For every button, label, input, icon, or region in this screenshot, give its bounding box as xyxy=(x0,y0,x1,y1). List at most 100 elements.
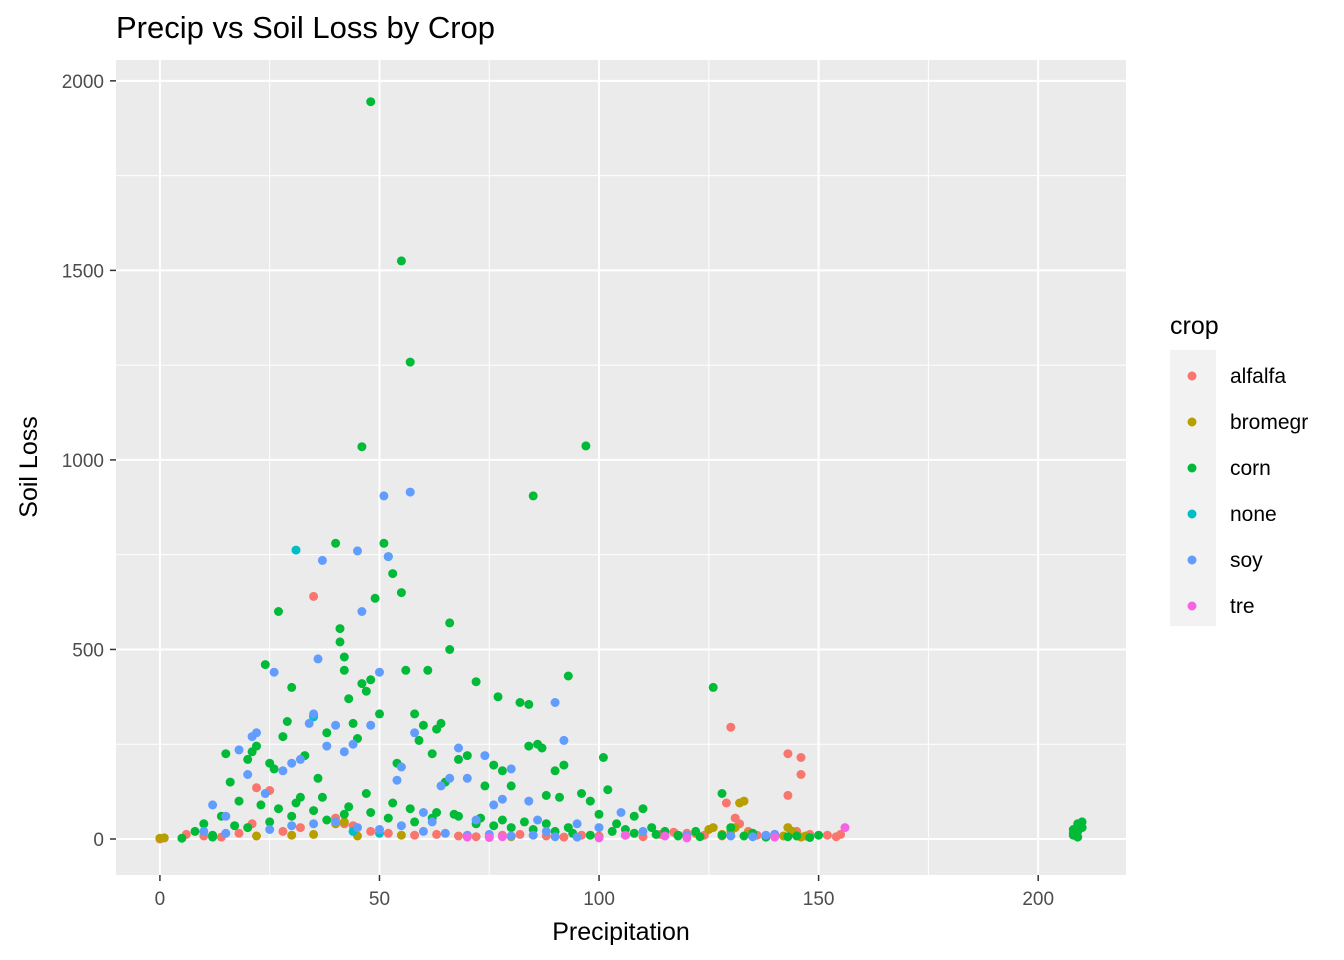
data-point xyxy=(366,826,376,836)
data-point xyxy=(309,709,319,719)
data-point xyxy=(388,798,398,808)
data-point xyxy=(278,732,288,742)
data-point xyxy=(533,815,543,825)
data-point xyxy=(541,819,551,829)
data-point xyxy=(497,832,507,842)
data-point xyxy=(462,751,472,761)
data-point xyxy=(313,654,323,664)
data-point xyxy=(577,789,586,798)
data-point xyxy=(309,819,319,829)
x-tick-label: 200 xyxy=(1022,889,1054,910)
data-point xyxy=(221,811,231,821)
data-point xyxy=(295,754,305,764)
data-point xyxy=(836,829,846,839)
data-point xyxy=(339,665,349,675)
data-point xyxy=(291,798,301,808)
data-point xyxy=(726,831,736,841)
data-point xyxy=(260,789,270,798)
chart-title: Precip vs Soil Loss by Crop xyxy=(116,10,496,45)
data-point xyxy=(528,830,538,840)
data-point xyxy=(594,809,604,819)
data-point xyxy=(274,804,283,814)
x-tick-label: 150 xyxy=(803,889,835,910)
data-point xyxy=(357,607,367,616)
data-point xyxy=(660,831,670,841)
series-corn xyxy=(177,97,1087,843)
data-point xyxy=(322,815,332,825)
data-point xyxy=(572,832,582,842)
data-point xyxy=(524,796,534,806)
data-point xyxy=(282,717,292,726)
data-point xyxy=(471,815,481,825)
data-point xyxy=(396,588,406,598)
data-point xyxy=(629,828,639,838)
data-point xyxy=(418,808,428,817)
legend-key-soy xyxy=(1187,555,1197,565)
data-point xyxy=(375,667,384,677)
data-point xyxy=(726,823,736,833)
data-point xyxy=(383,828,393,838)
data-point xyxy=(335,637,345,647)
data-point xyxy=(392,775,402,785)
data-point xyxy=(673,831,683,841)
y-tick-label: 2000 xyxy=(62,72,104,93)
legend-title: crop xyxy=(1170,312,1219,340)
data-point xyxy=(594,823,604,833)
data-point xyxy=(317,555,327,565)
data-point xyxy=(274,607,283,616)
data-point xyxy=(199,819,209,829)
x-tick-label: 100 xyxy=(583,889,615,910)
legend-label-alfalfa: alfalfa xyxy=(1230,365,1286,388)
data-point xyxy=(572,819,582,829)
plot-panel xyxy=(116,60,1126,875)
data-point xyxy=(243,823,253,833)
data-point xyxy=(519,817,529,827)
data-point xyxy=(462,832,472,842)
data-point xyxy=(796,753,806,762)
y-tick-label: 1500 xyxy=(62,261,104,282)
data-point xyxy=(396,821,406,831)
data-point xyxy=(410,709,420,719)
data-point xyxy=(353,546,362,556)
data-point xyxy=(317,792,327,802)
data-point xyxy=(840,823,850,833)
data-point xyxy=(440,828,450,838)
legend-key-bromegr xyxy=(1187,417,1197,427)
data-point xyxy=(309,829,319,839)
data-point xyxy=(322,728,332,738)
data-point xyxy=(559,760,569,770)
data-point xyxy=(515,829,525,839)
legend-key-none xyxy=(1187,509,1197,519)
data-point xyxy=(721,798,731,808)
data-point xyxy=(524,699,534,709)
data-point xyxy=(445,618,455,628)
data-point xyxy=(278,766,288,776)
data-point xyxy=(335,624,345,634)
data-point xyxy=(493,692,503,702)
data-point xyxy=(427,749,437,759)
data-point xyxy=(159,833,169,843)
data-point xyxy=(541,826,551,836)
data-point xyxy=(252,831,261,841)
data-point xyxy=(234,745,244,755)
data-points xyxy=(155,97,1087,844)
data-point xyxy=(260,660,270,670)
data-point xyxy=(629,811,639,821)
data-point xyxy=(603,785,613,795)
data-point xyxy=(383,813,393,823)
data-point xyxy=(598,753,608,762)
data-point xyxy=(506,781,516,791)
data-point xyxy=(506,831,516,841)
major-gridlines xyxy=(116,60,1126,875)
data-point xyxy=(357,679,367,689)
data-point xyxy=(177,833,187,843)
legend-key-corn xyxy=(1187,463,1197,473)
data-point xyxy=(401,665,411,675)
data-point xyxy=(221,749,231,759)
data-point xyxy=(370,593,380,603)
data-point xyxy=(366,97,376,107)
data-point xyxy=(423,665,433,675)
data-point xyxy=(563,671,573,681)
data-point xyxy=(256,800,266,810)
x-tick-label: 50 xyxy=(369,889,390,910)
